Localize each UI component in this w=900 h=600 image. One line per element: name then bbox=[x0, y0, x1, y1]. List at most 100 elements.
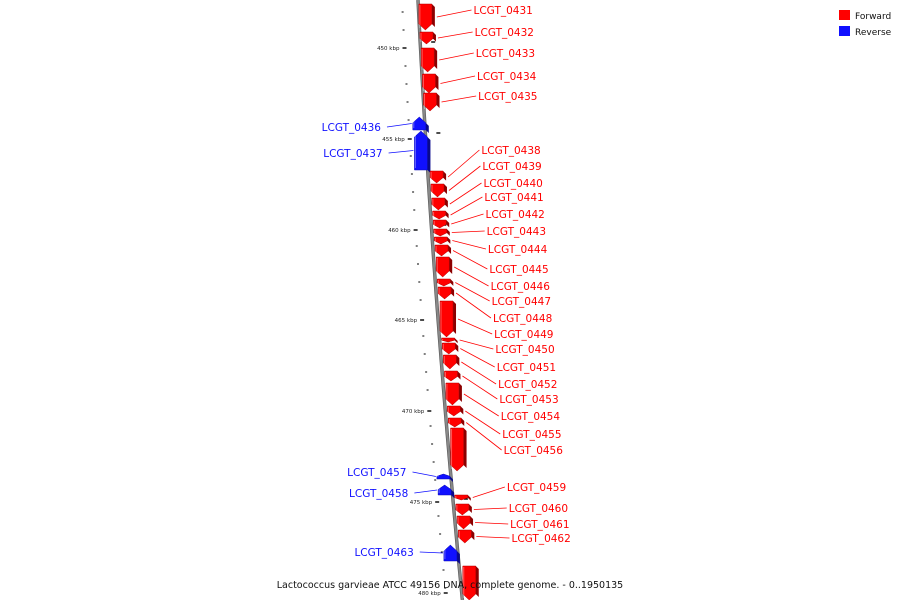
gene-LCGT_0451[interactable] bbox=[442, 342, 459, 355]
gene-label[interactable]: LCGT_0445 bbox=[489, 264, 548, 276]
gene-LCGT_0461[interactable] bbox=[456, 515, 474, 530]
gene-label[interactable]: LCGT_0459 bbox=[507, 482, 566, 494]
gene-LCGT_0449[interactable] bbox=[439, 300, 457, 338]
gene-label[interactable]: LCGT_0454 bbox=[501, 411, 561, 423]
gene-LCGT_0460[interactable] bbox=[455, 503, 472, 516]
gene-label[interactable]: LCGT_0461 bbox=[510, 519, 569, 531]
gene-label[interactable]: LCGT_0453 bbox=[499, 394, 558, 406]
gene-shadow bbox=[432, 32, 436, 42]
gene-LCGT_0431[interactable] bbox=[418, 3, 435, 31]
label-leader bbox=[419, 551, 443, 554]
gene-LCGT_0454[interactable] bbox=[445, 382, 462, 406]
gene-LCGT_0456[interactable] bbox=[450, 427, 467, 472]
gene-LCGT_0447[interactable] bbox=[437, 278, 454, 287]
gene-LCGT_0446[interactable] bbox=[435, 256, 453, 278]
gene-shadow bbox=[436, 93, 440, 108]
gene-label[interactable]: LCGT_0449 bbox=[494, 329, 553, 341]
gene-LCGT_0435[interactable] bbox=[423, 92, 440, 112]
gene-arrow bbox=[447, 405, 461, 417]
gene-label[interactable]: LCGT_0434 bbox=[477, 71, 537, 83]
gene-arrow bbox=[434, 236, 448, 245]
gene-LCGT_0433[interactable] bbox=[420, 47, 438, 73]
gene-label[interactable]: LCGT_0462 bbox=[511, 533, 570, 545]
gene-label[interactable]: LCGT_0452 bbox=[498, 379, 557, 391]
legend-reverse-label: Reverse bbox=[855, 28, 892, 38]
gene-shadow bbox=[434, 48, 438, 69]
gene-label[interactable]: LCGT_0457 bbox=[347, 467, 406, 479]
legend-reverse-swatch bbox=[839, 26, 850, 36]
gene-LCGT_0438[interactable] bbox=[429, 170, 447, 184]
gene-LCGT_0448[interactable] bbox=[437, 286, 455, 300]
gene-label[interactable]: LCGT_0441 bbox=[484, 192, 543, 204]
gene-LCGT_0437[interactable] bbox=[414, 130, 431, 173]
gene-label[interactable]: LCGT_0451 bbox=[497, 362, 556, 374]
gene-LCGT_0434[interactable] bbox=[422, 73, 439, 94]
gene-label[interactable]: LCGT_0442 bbox=[486, 209, 545, 221]
gene-LCGT_0442[interactable] bbox=[432, 219, 450, 229]
gene-LCGT_0458[interactable] bbox=[437, 484, 455, 498]
gene-label[interactable]: LCGT_0438 bbox=[481, 145, 540, 157]
gene-label[interactable]: LCGT_0433 bbox=[476, 48, 535, 60]
gene-label[interactable]: LCGT_0450 bbox=[495, 344, 554, 356]
gene-arrow bbox=[456, 515, 471, 530]
gene-LCGT_0444[interactable] bbox=[434, 236, 451, 245]
gene-LCGT_0439[interactable] bbox=[430, 183, 447, 198]
gene-label[interactable]: LCGT_0460 bbox=[509, 503, 568, 515]
gene-label[interactable]: LCGT_0439 bbox=[482, 161, 541, 173]
scale-label: 450 kbp bbox=[377, 46, 400, 52]
label-leader bbox=[450, 196, 483, 216]
gene-label[interactable]: LCGT_0456 bbox=[504, 445, 564, 457]
gene-label[interactable]: LCGT_0455 bbox=[502, 429, 561, 441]
gene-label[interactable]: LCGT_0444 bbox=[488, 244, 548, 256]
gene-LCGT_0455[interactable] bbox=[447, 405, 464, 417]
gene-shadow bbox=[461, 418, 465, 426]
gene-LCGT_0456[interactable] bbox=[448, 417, 465, 428]
gene-LCGT_0436[interactable] bbox=[412, 116, 429, 133]
gene-label[interactable]: LCGT_0435 bbox=[478, 91, 537, 103]
gene-arrow bbox=[450, 427, 464, 472]
gene-arrow bbox=[441, 337, 455, 343]
gene-shadow bbox=[457, 371, 461, 380]
gene-label[interactable]: LCGT_0436 bbox=[322, 122, 382, 134]
label-leader bbox=[386, 123, 412, 128]
gene-label[interactable]: LCGT_0447 bbox=[492, 296, 551, 308]
gene-label[interactable]: LCGT_0448 bbox=[493, 313, 552, 325]
gene-LCGT_0453[interactable] bbox=[444, 370, 461, 382]
gene-LCGT_0450[interactable] bbox=[441, 337, 458, 344]
gene-arrow bbox=[435, 256, 450, 278]
gene-shadow bbox=[446, 229, 450, 236]
gene-label[interactable]: LCGT_0440 bbox=[483, 178, 542, 190]
gene-label[interactable]: LCGT_0446 bbox=[491, 281, 551, 293]
gene-label[interactable]: LCGT_0437 bbox=[323, 148, 382, 160]
gene-shadow bbox=[427, 137, 431, 173]
gene-label[interactable]: LCGT_0432 bbox=[475, 27, 534, 39]
gene-label[interactable]: LCGT_0431 bbox=[474, 5, 533, 17]
gene-LCGT_0463[interactable] bbox=[443, 544, 460, 564]
gene-arrow bbox=[445, 382, 460, 406]
gene-LCGT_0459[interactable] bbox=[454, 494, 471, 501]
gene-LCGT_0441[interactable] bbox=[432, 210, 449, 220]
gene-arrow bbox=[418, 3, 433, 31]
gene-shadow bbox=[468, 504, 472, 514]
gene-label[interactable]: LCGT_0463 bbox=[354, 547, 413, 559]
gene-LCGT_0443[interactable] bbox=[433, 228, 450, 237]
gene-arrow bbox=[437, 286, 452, 300]
gene-shadow bbox=[463, 428, 467, 468]
genome-caption: Lactococcus garvieae ATCC 49156 DNA, com… bbox=[277, 580, 623, 591]
gene-LCGT_0462[interactable] bbox=[458, 529, 475, 544]
gene-LCGT_0457[interactable] bbox=[436, 473, 453, 482]
gene-partial[interactable] bbox=[462, 565, 479, 600]
gene-arrow bbox=[462, 565, 476, 600]
scale-label: 480 kbp bbox=[418, 591, 441, 597]
gene-LCGT_0452[interactable] bbox=[443, 354, 460, 370]
gene-label[interactable]: LCGT_0458 bbox=[349, 488, 408, 500]
label-leader bbox=[452, 250, 488, 270]
gene-LCGT_0445[interactable] bbox=[434, 244, 452, 257]
label-leader bbox=[472, 486, 505, 498]
gene-LCGT_0440[interactable] bbox=[431, 197, 448, 211]
gene-arrow bbox=[420, 47, 435, 73]
gene-label[interactable]: LCGT_0443 bbox=[487, 226, 546, 238]
gene-shadow bbox=[456, 551, 460, 564]
scale-label: 460 kbp bbox=[388, 228, 411, 234]
gene-LCGT_0432[interactable] bbox=[419, 31, 436, 45]
